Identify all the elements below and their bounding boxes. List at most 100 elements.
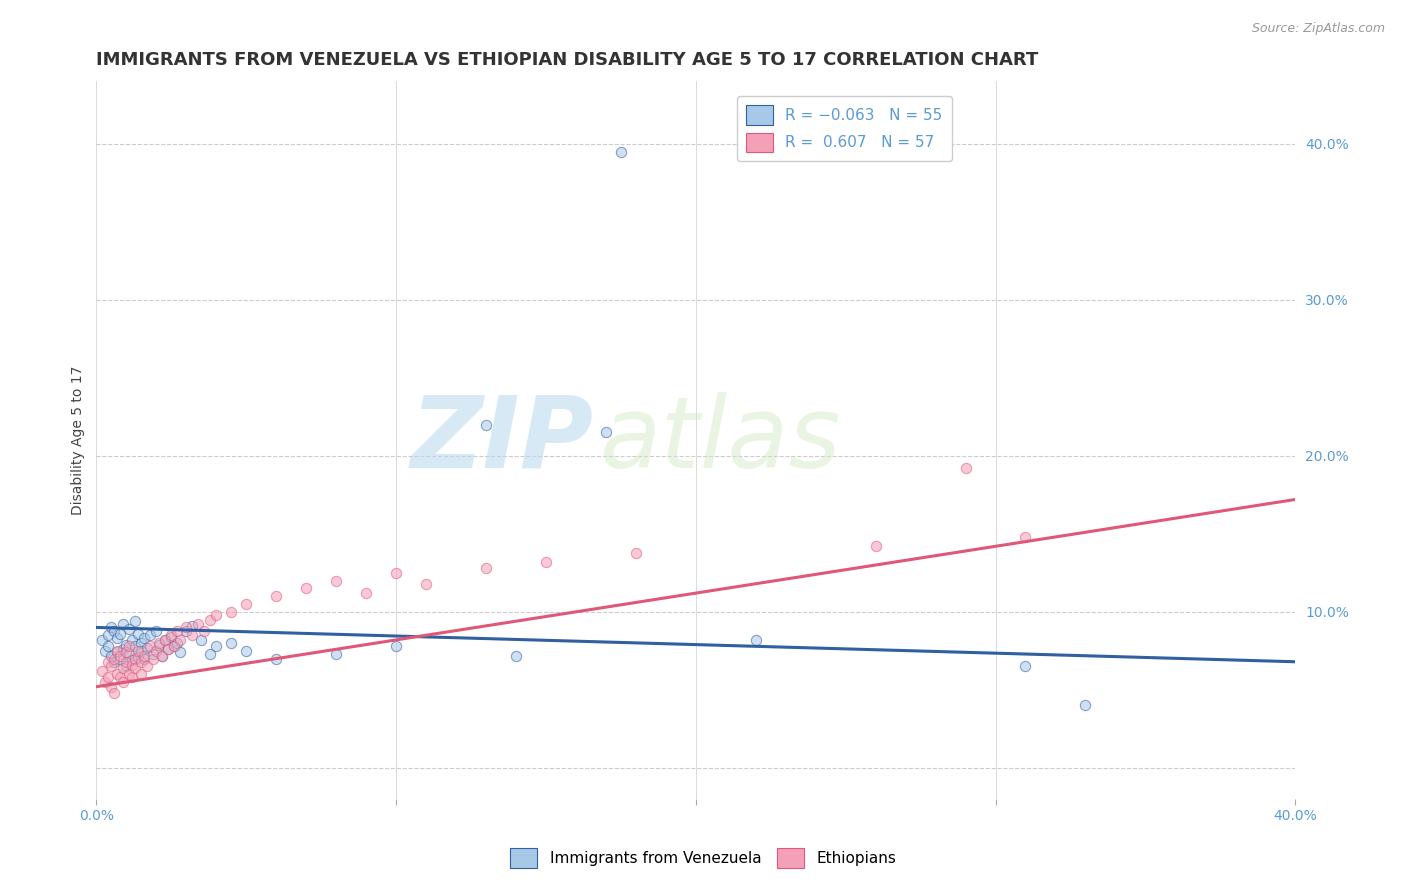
Point — [1014, 659, 1036, 673]
Y-axis label: Disability Age 5 to 17: Disability Age 5 to 17 — [72, 366, 86, 515]
Point — [115, 655, 138, 669]
Point — [624, 545, 647, 559]
Point — [190, 632, 212, 647]
Point — [160, 628, 183, 642]
Point — [105, 644, 128, 658]
Legend: Immigrants from Venezuela, Ethiopians: Immigrants from Venezuela, Ethiopians — [503, 842, 903, 873]
Point — [97, 670, 120, 684]
Point — [174, 624, 197, 638]
Point — [150, 648, 173, 663]
Point — [181, 628, 204, 642]
Point — [121, 632, 143, 647]
Point — [163, 639, 186, 653]
Point — [118, 667, 141, 681]
Point — [131, 636, 153, 650]
Point — [103, 651, 125, 665]
Point — [534, 555, 557, 569]
Point — [103, 655, 125, 669]
Point — [105, 632, 128, 646]
Point — [136, 640, 159, 655]
Point — [264, 651, 287, 665]
Point — [166, 636, 188, 650]
Point — [121, 670, 143, 684]
Point — [1014, 530, 1036, 544]
Point — [134, 632, 156, 646]
Point — [110, 626, 132, 640]
Point — [112, 661, 135, 675]
Point — [136, 659, 159, 673]
Point — [131, 667, 153, 681]
Point — [139, 639, 162, 653]
Point — [124, 651, 146, 665]
Point — [115, 638, 138, 652]
Point — [131, 655, 153, 669]
Point — [169, 645, 191, 659]
Point — [385, 639, 408, 653]
Point — [1074, 698, 1097, 713]
Point — [160, 630, 183, 644]
Point — [124, 639, 146, 653]
Point — [163, 639, 186, 653]
Point — [595, 425, 617, 440]
Point — [325, 574, 347, 588]
Legend: R = −0.063   N = 55, R =  0.607   N = 57: R = −0.063 N = 55, R = 0.607 N = 57 — [737, 96, 952, 161]
Point — [142, 647, 165, 661]
Point — [264, 589, 287, 603]
Point — [745, 632, 768, 647]
Point — [205, 607, 228, 622]
Point — [166, 624, 188, 638]
Point — [181, 619, 204, 633]
Point — [865, 539, 887, 553]
Point — [145, 624, 167, 638]
Point — [205, 639, 228, 653]
Point — [110, 648, 132, 663]
Point — [118, 622, 141, 636]
Point — [295, 582, 318, 596]
Point — [100, 620, 122, 634]
Point — [475, 417, 498, 432]
Point — [219, 636, 242, 650]
Point — [610, 145, 633, 159]
Point — [121, 653, 143, 667]
Point — [235, 597, 257, 611]
Point — [112, 675, 135, 690]
Point — [157, 642, 180, 657]
Point — [148, 638, 170, 652]
Point — [169, 632, 191, 647]
Text: IMMIGRANTS FROM VENEZUELA VS ETHIOPIAN DISABILITY AGE 5 TO 17 CORRELATION CHART: IMMIGRANTS FROM VENEZUELA VS ETHIOPIAN D… — [97, 51, 1039, 69]
Point — [200, 613, 222, 627]
Point — [110, 670, 132, 684]
Point — [157, 642, 180, 657]
Point — [91, 664, 114, 678]
Point — [174, 620, 197, 634]
Point — [200, 647, 222, 661]
Point — [100, 659, 122, 673]
Point — [139, 628, 162, 642]
Point — [505, 648, 527, 663]
Point — [97, 628, 120, 642]
Point — [112, 642, 135, 657]
Point — [100, 680, 122, 694]
Point — [97, 655, 120, 669]
Point — [91, 632, 114, 647]
Point — [100, 648, 122, 663]
Point — [219, 605, 242, 619]
Point — [148, 636, 170, 650]
Text: atlas: atlas — [600, 392, 842, 489]
Point — [94, 675, 117, 690]
Text: Source: ZipAtlas.com: Source: ZipAtlas.com — [1251, 22, 1385, 36]
Point — [124, 614, 146, 628]
Point — [115, 659, 138, 673]
Point — [124, 661, 146, 675]
Point — [97, 639, 120, 653]
Point — [385, 566, 408, 580]
Point — [118, 647, 141, 661]
Point — [193, 624, 215, 638]
Point — [415, 576, 437, 591]
Point — [187, 617, 209, 632]
Point — [235, 644, 257, 658]
Point — [121, 657, 143, 672]
Point — [955, 461, 977, 475]
Point — [134, 648, 156, 663]
Point — [94, 644, 117, 658]
